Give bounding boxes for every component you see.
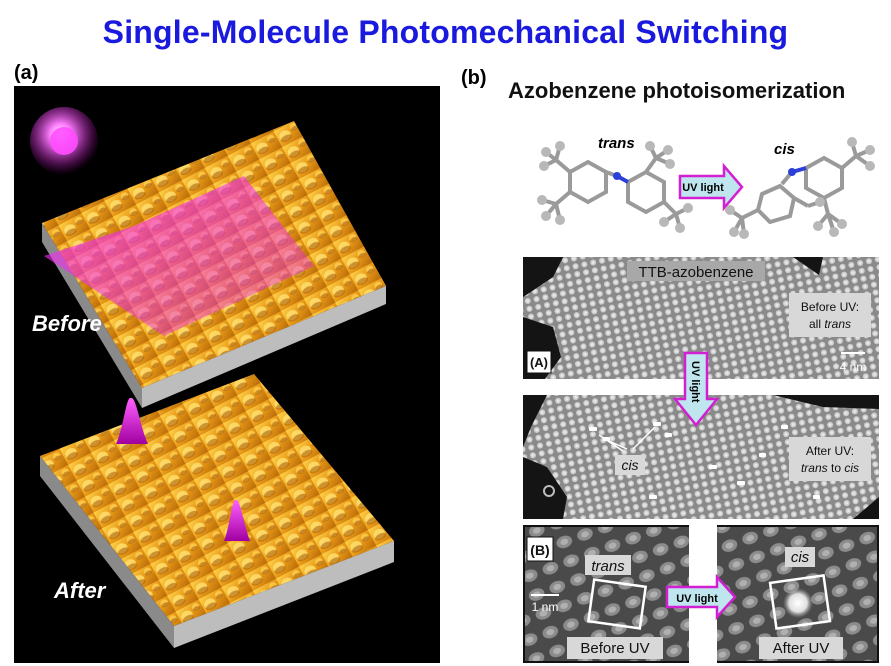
stm-a-before-line1: Before UV: [801, 300, 859, 314]
stm-b-tag: (B) [530, 542, 549, 558]
stm-b-trans-label: trans [591, 558, 625, 575]
azobenzene-structures: trans UV light cis [537, 135, 875, 239]
panel-b-label: (b) [461, 67, 487, 89]
stm-a-tag: (A) [530, 355, 548, 370]
stm-a-after-region [523, 395, 879, 519]
uv-arrow-stm-b-label: UV light [676, 593, 718, 605]
stm-b-cis-label: cis [791, 549, 810, 566]
stm-a-scale-label: 4 nm [840, 360, 867, 374]
stm-a-before-line2: all trans [809, 317, 851, 331]
before-label: Before [32, 311, 102, 336]
after-label: After [53, 578, 107, 603]
after-surface [40, 374, 394, 648]
uv-arrow-stm-b: UV light [665, 573, 737, 621]
stm-image-a: TTB-azobenzene Before UV: all trans (A) … [523, 257, 879, 519]
uv-arrow-stm-a-label: UV light [689, 361, 701, 403]
stm-a-cis-label: cis [621, 457, 638, 473]
stm-image-b: trans (B) 1 nm Before UV cis After UV UV… [523, 525, 879, 663]
stm-b-before-label: Before UV [580, 640, 649, 657]
cis-molecule [728, 141, 872, 235]
trans-molecule [541, 145, 689, 229]
stm-b-trans-box [586, 578, 648, 630]
before-surface [30, 107, 386, 408]
stm-b-after-label: After UV [773, 640, 830, 657]
stm-a-after-line2: trans to cis [801, 461, 859, 475]
laser-beam [44, 176, 314, 336]
stm-b-cis-spot [783, 588, 813, 618]
cis-peak-1 [116, 397, 148, 444]
stm-a-after-line1: After UV: [806, 444, 854, 458]
cis-peak-2 [224, 499, 250, 541]
panel-a-label: (a) [14, 62, 39, 84]
stm-b-cis-box [768, 574, 832, 630]
stm-b-scale-label: 1 nm [532, 600, 559, 614]
cis-label: cis [774, 141, 795, 158]
uv-arrow-stm-a: UV light [672, 351, 720, 427]
uv-arrow-molecules-label: UV light [682, 182, 724, 194]
trans-label: trans [598, 135, 635, 152]
panel-a-3d-surfaces: Before After [14, 86, 440, 663]
figure-title: Single-Molecule Photomechanical Switchin… [102, 14, 789, 50]
panel-b-subtitle: Azobenzene photoisomerization [508, 78, 846, 103]
cis-bright-spots [589, 422, 820, 499]
uv-arrow-molecules: UV light [678, 162, 744, 212]
stm-a-compound-label: TTB-azobenzene [638, 264, 753, 281]
